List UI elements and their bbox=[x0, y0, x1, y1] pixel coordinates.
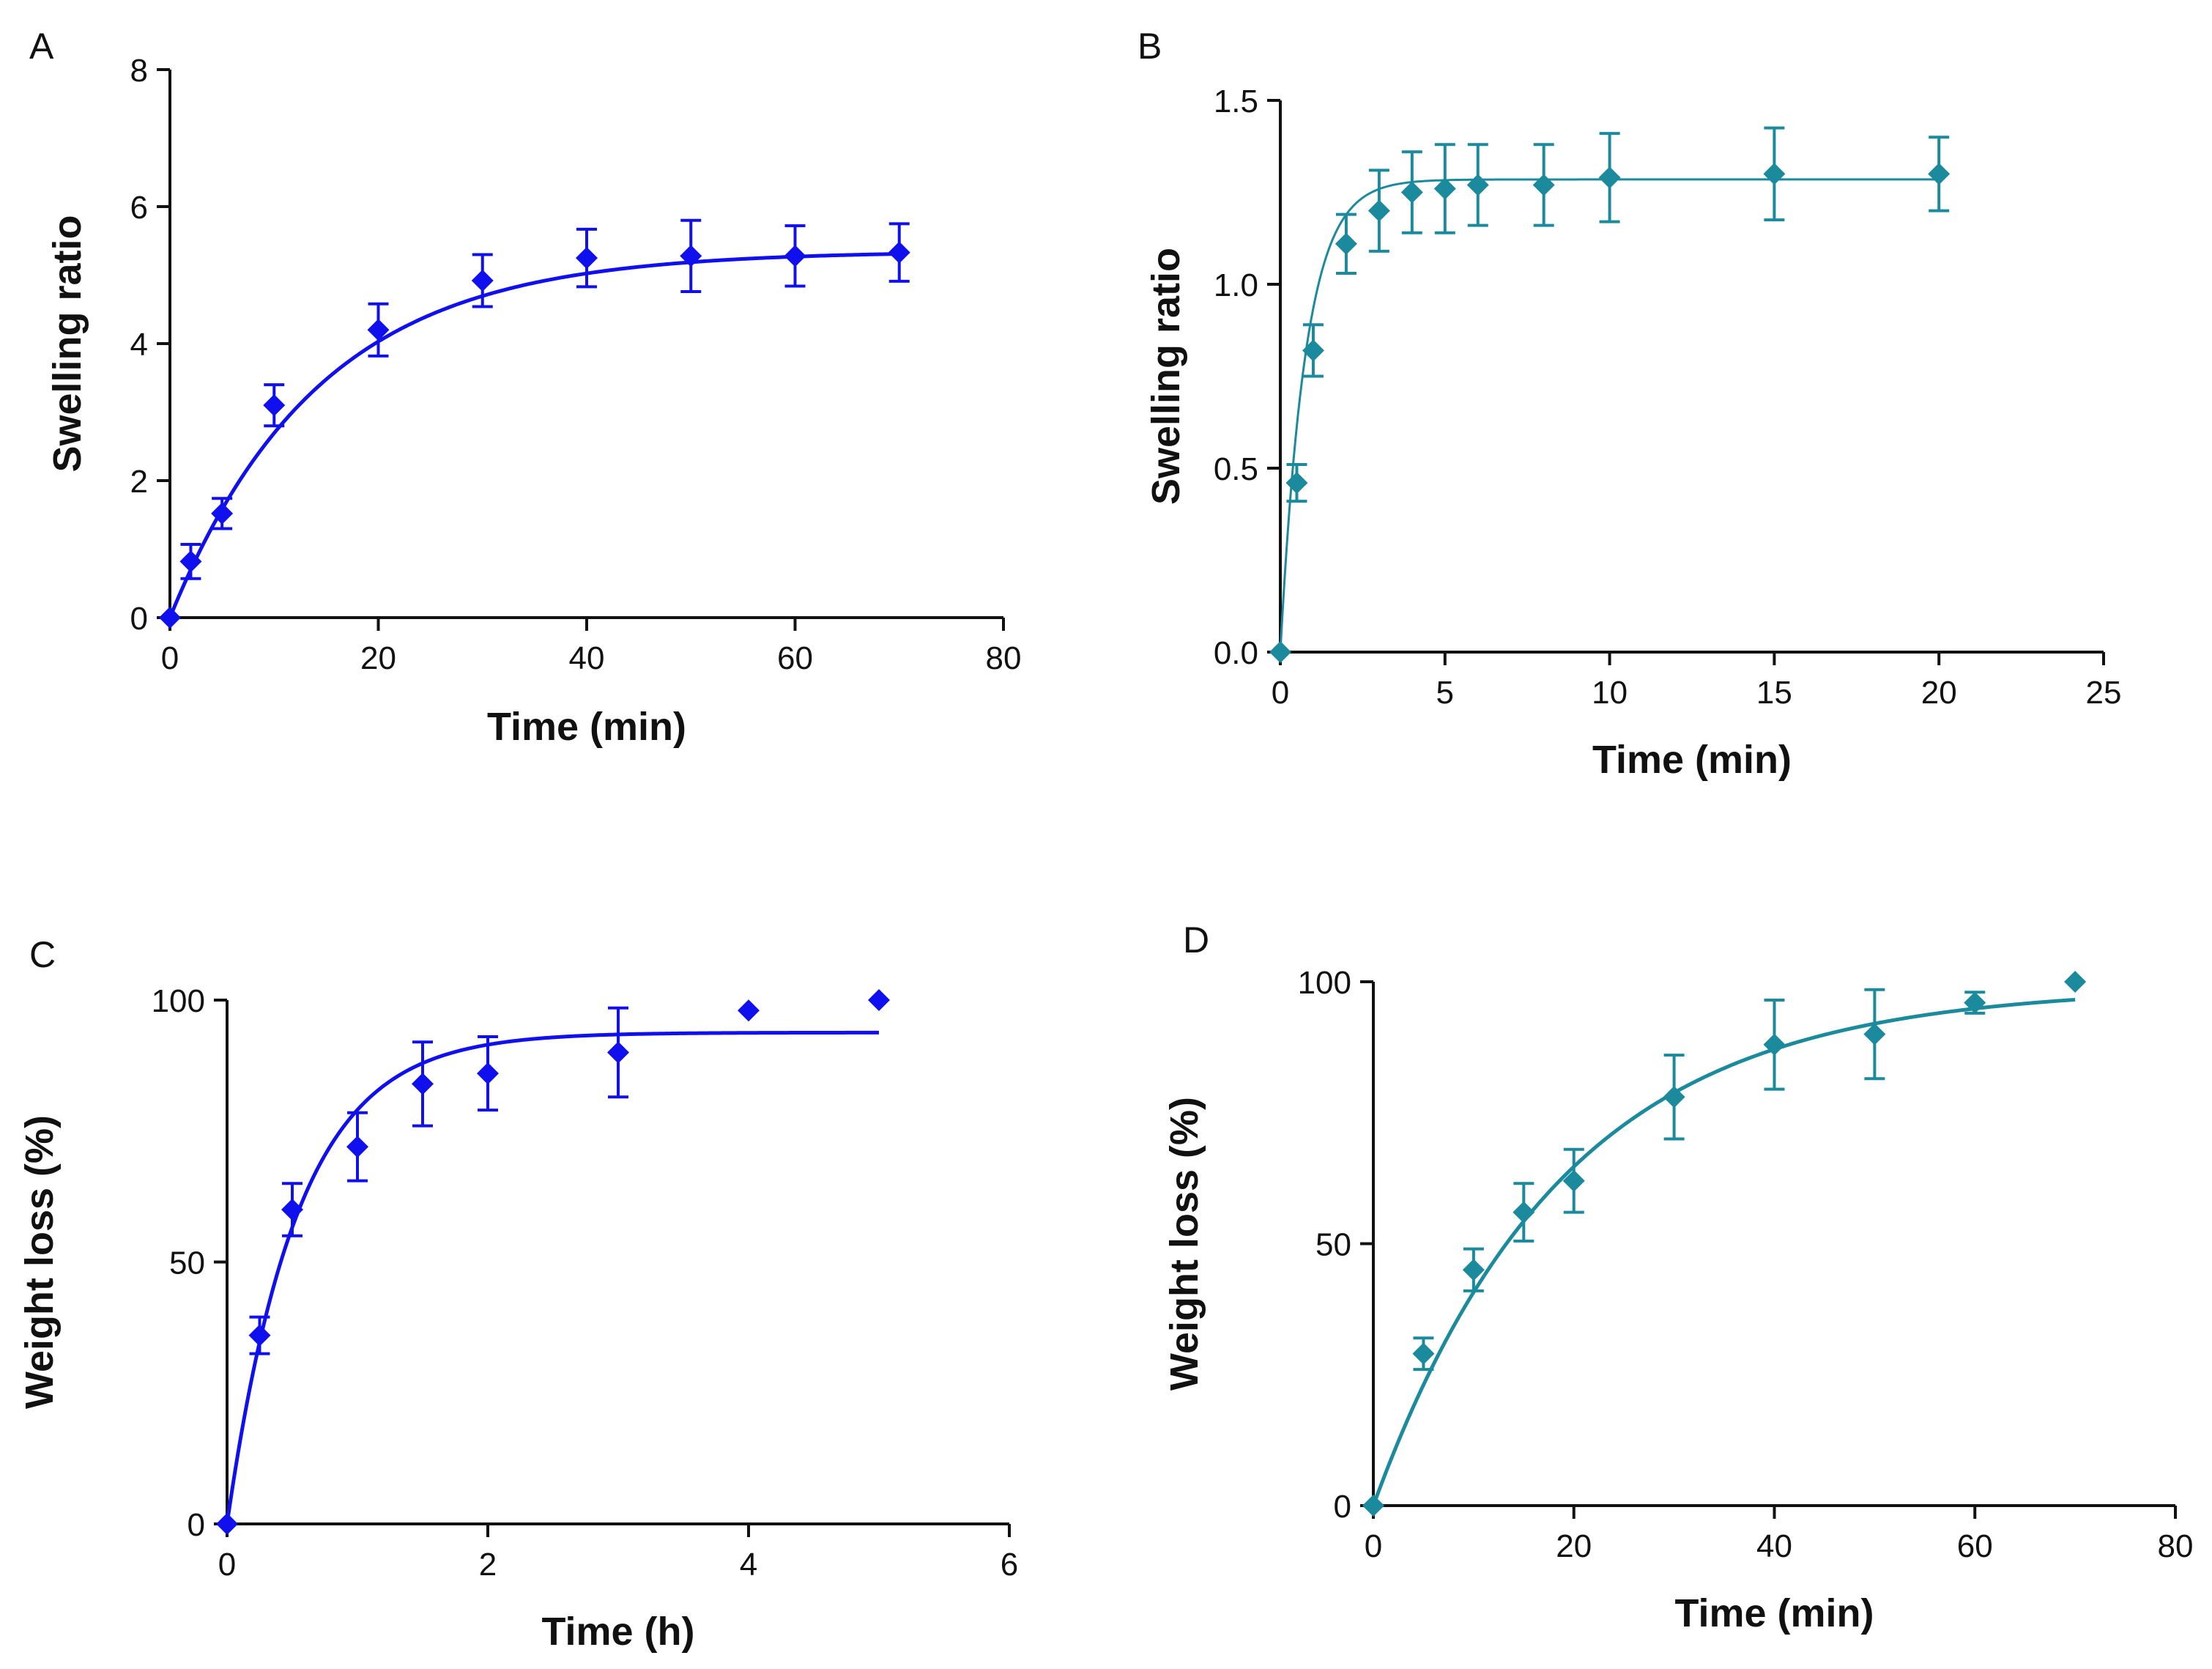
data-point bbox=[281, 1199, 303, 1221]
chart-panel-c: C 0 2 4 6 0 50 100 Time (h) Weight loss (%) bbox=[18, 934, 1018, 1654]
data-point bbox=[179, 550, 202, 573]
data-point bbox=[1562, 1169, 1585, 1192]
data-point bbox=[738, 999, 760, 1022]
y-tick-label: 50 bbox=[169, 1246, 205, 1281]
x-tick-label: 80 bbox=[986, 640, 1022, 676]
panel-label: C bbox=[29, 934, 56, 975]
data-point bbox=[576, 247, 598, 270]
y-tick-label: 1.0 bbox=[1214, 267, 1258, 303]
y-tick-label: 100 bbox=[1298, 965, 1351, 1001]
y-tick-label: 0 bbox=[188, 1507, 205, 1543]
x-tick-label: 10 bbox=[1592, 675, 1628, 711]
data-point bbox=[1412, 1342, 1435, 1365]
x-tick-label: 4 bbox=[740, 1547, 757, 1583]
data-point bbox=[2064, 971, 2087, 993]
data-point bbox=[784, 245, 806, 267]
y-axis-title: Weight loss (%) bbox=[18, 1115, 62, 1409]
y-tick-label: 2 bbox=[130, 464, 148, 500]
data-point bbox=[1598, 166, 1621, 189]
data-point bbox=[1433, 177, 1456, 200]
panel-label: D bbox=[1183, 919, 1209, 961]
x-tick-label: 40 bbox=[569, 640, 605, 676]
x-tick-label: 0 bbox=[218, 1547, 236, 1583]
x-axis-title: Time (min) bbox=[1674, 1591, 1874, 1635]
fit-curve bbox=[225, 1030, 880, 1525]
x-tick-label: 25 bbox=[2086, 675, 2122, 711]
panel-label: B bbox=[1137, 26, 1162, 67]
fit-curve bbox=[168, 252, 899, 618]
x-tick-label: 40 bbox=[1756, 1528, 1792, 1564]
data-point bbox=[1863, 1023, 1886, 1046]
y-axis-title: Swelling ratio bbox=[1144, 248, 1188, 505]
y-tick-label: 8 bbox=[130, 53, 148, 89]
x-tick-label: 0 bbox=[161, 640, 179, 676]
data-point bbox=[888, 241, 910, 264]
data-point bbox=[248, 1324, 271, 1347]
x-tick-label: 15 bbox=[1756, 675, 1792, 711]
data-point bbox=[367, 319, 390, 341]
data-point bbox=[412, 1073, 434, 1095]
data-point bbox=[1269, 641, 1291, 663]
x-axis-title: Time (h) bbox=[541, 1610, 694, 1654]
data-point bbox=[159, 607, 181, 629]
data-point bbox=[1362, 1495, 1384, 1517]
data-point bbox=[346, 1136, 368, 1158]
data-point bbox=[1400, 181, 1423, 204]
data-point bbox=[1763, 1033, 1786, 1056]
y-tick-label: 4 bbox=[130, 327, 148, 363]
x-tick-label: 2 bbox=[479, 1547, 497, 1583]
y-tick-label: 1.5 bbox=[1214, 84, 1258, 119]
data-point bbox=[1964, 991, 1986, 1014]
x-tick-label: 20 bbox=[1921, 675, 1957, 711]
y-tick-label: 0.5 bbox=[1214, 451, 1258, 487]
y-axis-title: Weight loss (%) bbox=[1162, 1097, 1206, 1391]
y-axis-title: Swelling ratio bbox=[45, 215, 89, 472]
x-tick-label: 0 bbox=[1272, 675, 1289, 711]
x-tick-label: 80 bbox=[2158, 1528, 2194, 1564]
data-point bbox=[1335, 232, 1357, 255]
x-tick-label: 20 bbox=[360, 640, 396, 676]
data-point bbox=[1513, 1201, 1535, 1224]
x-axis-title: Time (min) bbox=[1592, 738, 1792, 782]
x-tick-label: 5 bbox=[1436, 675, 1454, 711]
data-point bbox=[216, 1513, 238, 1535]
data-point bbox=[1462, 1259, 1485, 1281]
data-point bbox=[607, 1041, 629, 1064]
data-point bbox=[868, 989, 890, 1011]
y-tick-label: 50 bbox=[1315, 1227, 1351, 1263]
y-tick-label: 0 bbox=[1334, 1489, 1351, 1525]
panel-label: A bbox=[29, 26, 54, 67]
y-tick-label: 6 bbox=[130, 190, 148, 226]
y-tick-label: 100 bbox=[152, 983, 205, 1019]
data-point bbox=[680, 245, 702, 267]
data-point bbox=[1367, 199, 1390, 222]
x-tick-label: 20 bbox=[1556, 1528, 1592, 1564]
data-point bbox=[1763, 163, 1786, 185]
data-point bbox=[471, 269, 494, 292]
data-point bbox=[1302, 339, 1324, 362]
data-point bbox=[1532, 174, 1555, 196]
data-point bbox=[1466, 174, 1489, 196]
x-tick-label: 60 bbox=[1957, 1528, 1993, 1564]
y-tick-label: 0.0 bbox=[1214, 635, 1258, 671]
fit-curve bbox=[1371, 997, 2076, 1506]
x-tick-label: 6 bbox=[1001, 1547, 1018, 1583]
data-point bbox=[1663, 1086, 1685, 1109]
data-point bbox=[477, 1062, 499, 1085]
data-point bbox=[1285, 472, 1308, 495]
data-point bbox=[1928, 163, 1951, 185]
data-point bbox=[263, 394, 286, 417]
chart-panel-d: D 0 20 40 60 80 0 50 100 Time (min) Weight loss (%… bbox=[1162, 919, 2193, 1635]
chart-panel-b: B 0 5 10 15 20 25 0.0 0.5 1.0 1.5 Time (min) Swellin… bbox=[1137, 26, 2121, 782]
y-tick-label: 0 bbox=[130, 601, 148, 637]
chart-panel-a: A 0 20 40 60 80 0 2 4 6 8 Time (min) Swelling ratio bbox=[29, 26, 1021, 749]
data-point bbox=[211, 502, 234, 525]
x-axis-title: Time (min) bbox=[487, 705, 686, 749]
x-tick-label: 0 bbox=[1365, 1528, 1382, 1564]
x-tick-label: 60 bbox=[777, 640, 813, 676]
